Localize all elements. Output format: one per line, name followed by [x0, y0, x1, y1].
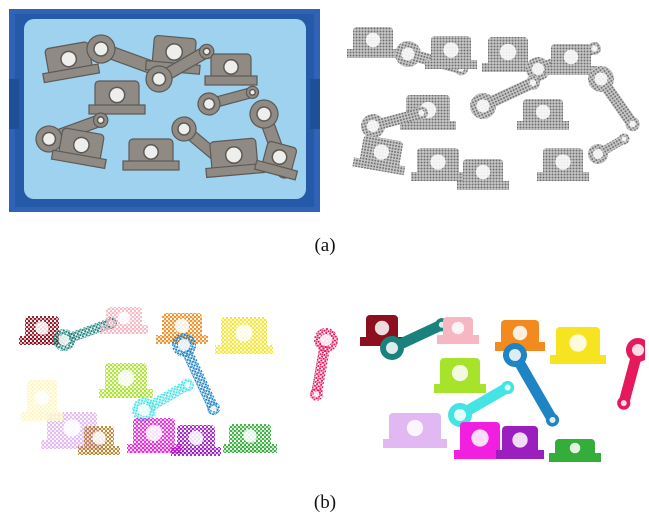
instance-point-cloud	[14, 290, 340, 470]
caption-b: (b)	[313, 492, 337, 513]
bin-photo	[9, 9, 320, 212]
caption-a: (a)	[314, 235, 336, 256]
instance-masks	[360, 290, 645, 475]
gray-point-cloud	[333, 14, 643, 209]
